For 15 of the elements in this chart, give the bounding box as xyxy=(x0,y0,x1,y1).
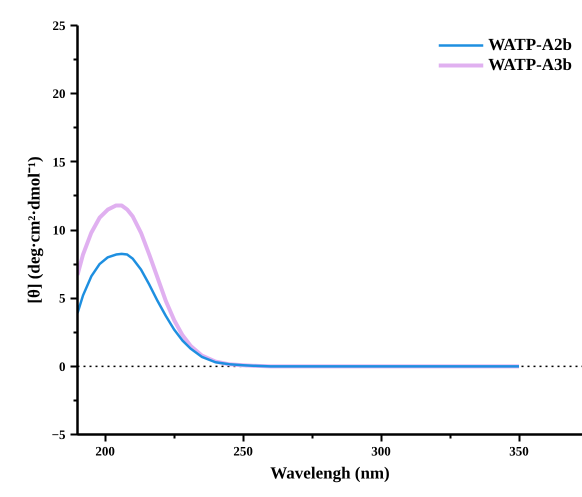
y-tick-label: 0 xyxy=(59,358,66,374)
x-tick-label: 300 xyxy=(371,444,391,458)
x-tick-label: 350 xyxy=(509,444,529,458)
y-tick-label: −5 xyxy=(52,427,66,442)
y-tick-label: 20 xyxy=(52,86,66,102)
x-axis-title: Wavelengh (nm) xyxy=(270,464,390,482)
y-tick-label: 10 xyxy=(52,222,66,238)
y-tick-label: 5 xyxy=(59,290,66,306)
x-tick-label: 200 xyxy=(95,444,115,458)
y-axis-title: [θ] (deg·cm²·dmol⁻¹) xyxy=(24,156,44,304)
legend-label: WATP-A2b xyxy=(488,35,572,55)
y-tick-label: 15 xyxy=(52,154,66,170)
x-tick-label: 250 xyxy=(233,444,253,458)
y-tick-label: 25 xyxy=(52,18,66,33)
legend-label: WATP-A3b xyxy=(488,55,572,75)
